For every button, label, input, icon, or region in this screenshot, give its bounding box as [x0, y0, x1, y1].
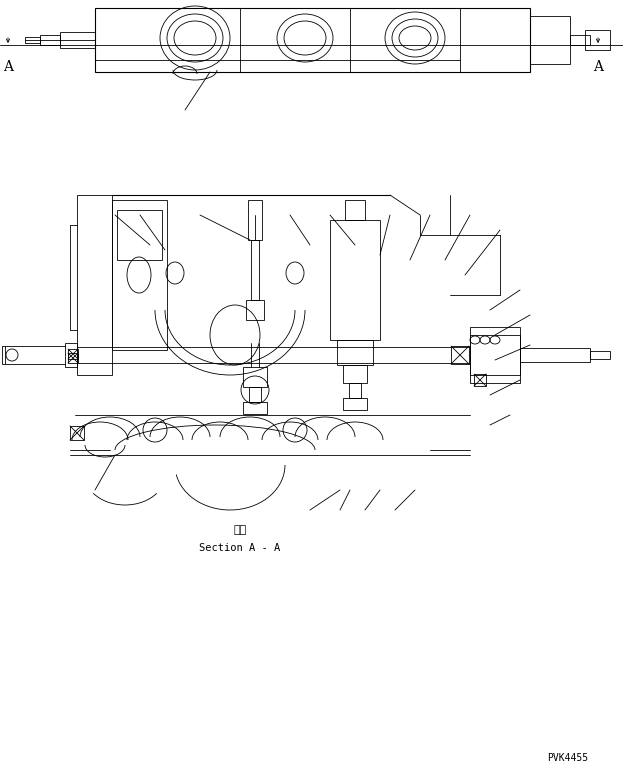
- Bar: [2, 346, 5, 364]
- Bar: [60, 32, 95, 48]
- Bar: [470, 335, 520, 375]
- Bar: [68, 349, 78, 359]
- Bar: [349, 383, 361, 398]
- Bar: [337, 340, 373, 365]
- Bar: [520, 348, 590, 362]
- Bar: [474, 374, 486, 386]
- Bar: [330, 220, 380, 340]
- Bar: [246, 300, 264, 320]
- Bar: [345, 200, 365, 220]
- Bar: [25, 37, 40, 43]
- Bar: [470, 327, 520, 383]
- Bar: [248, 200, 262, 240]
- Text: Section A - A: Section A - A: [199, 543, 280, 553]
- Bar: [249, 387, 261, 402]
- Bar: [77, 195, 112, 375]
- Bar: [95, 8, 530, 72]
- Bar: [243, 367, 267, 387]
- Bar: [570, 35, 590, 45]
- Bar: [65, 343, 77, 367]
- Bar: [112, 200, 167, 350]
- Bar: [70, 426, 84, 440]
- Bar: [585, 30, 610, 50]
- Bar: [451, 346, 469, 364]
- Bar: [343, 365, 367, 383]
- Bar: [40, 35, 60, 45]
- Text: A: A: [3, 60, 13, 74]
- Bar: [590, 351, 610, 359]
- Bar: [530, 16, 570, 64]
- Bar: [243, 402, 267, 414]
- Bar: [251, 240, 259, 300]
- Text: 断面: 断面: [234, 525, 247, 535]
- Text: A: A: [593, 60, 603, 74]
- Text: PVK4455: PVK4455: [548, 753, 589, 763]
- Bar: [343, 398, 367, 410]
- Bar: [117, 210, 162, 260]
- Bar: [68, 353, 78, 363]
